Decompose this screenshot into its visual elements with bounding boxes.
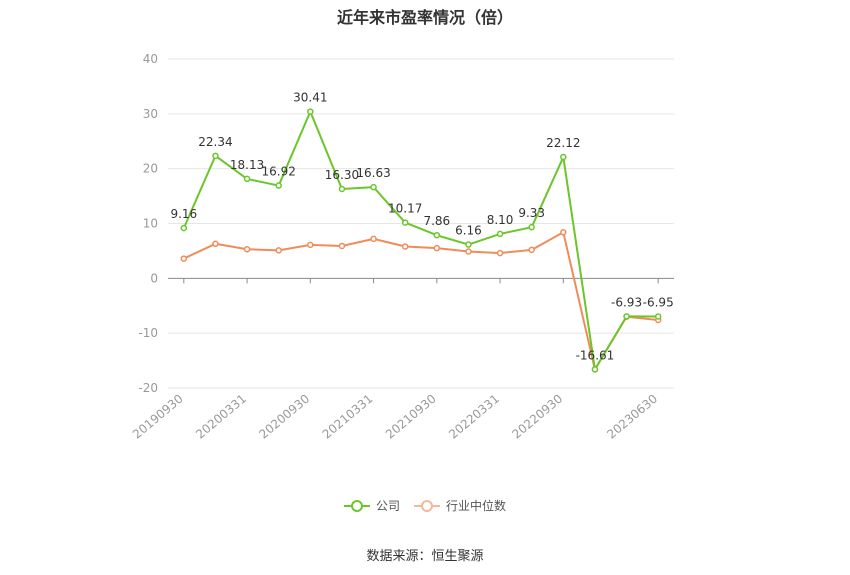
x-tick-label: 20210930 [383,392,439,442]
series-line-company [182,110,659,371]
data-point-company [496,230,504,238]
data-point-industry-median [212,240,219,248]
chart-legend: 公司 行业中位数 [0,497,850,514]
x-tick-label: 20210331 [320,392,376,442]
data-label-company: 30.41 [293,91,327,105]
y-tick-label: -20 [138,381,158,395]
data-point-company [307,108,314,115]
data-point-company [433,231,441,239]
data-point-industry-median [338,242,346,250]
data-point-company [212,152,219,160]
data-point-industry-median [370,235,377,243]
data-point-company [623,313,630,320]
data-label-company: -6.93 [611,295,642,309]
data-point-company [560,153,567,161]
data-point-company [401,219,409,226]
series-line-industry-median [183,231,659,371]
y-tick-label: 30 [143,107,158,121]
x-tick-label: 20200930 [256,392,312,442]
data-point-company [591,366,599,373]
data-point-industry-median [496,249,504,257]
legend-item-industry-median[interactable]: 行业中位数 [414,497,506,514]
y-tick-label: 20 [143,162,158,176]
legend-item-company[interactable]: 公司 [343,497,400,514]
data-label-company: 10.17 [388,202,422,216]
data-label-company: 6.16 [455,224,482,238]
x-tick-label: 20200331 [193,392,249,442]
data-point-industry-median [433,244,441,252]
data-label-company: -6.95 [643,295,674,309]
y-tick-label: 10 [143,217,158,231]
data-point-industry-median [528,246,535,254]
data-label-company: 22.12 [546,136,580,150]
data-point-industry-median [465,248,472,255]
y-tick-label: 40 [143,52,158,66]
data-label-company: 16.63 [356,166,390,180]
data-label-company: 8.10 [487,213,514,227]
data-point-company [338,185,346,193]
data-label-company: 9.33 [518,206,545,220]
data-point-industry-median [560,229,567,236]
data-source-note: 数据来源：恒生聚源 [366,549,484,564]
data-point-company [243,175,251,183]
data-point-company [654,313,662,320]
data-point-industry-median [243,246,251,253]
data-point-company [465,241,472,248]
legend-industry-label: 行业中位数 [446,499,507,513]
x-tick-label: 20190930 [130,392,186,442]
y-tick-label: -10 [138,326,158,340]
data-point-company [180,224,188,232]
data-label-company: -16.61 [576,348,615,362]
y-tick-label: 0 [150,271,158,285]
data-label-company: 16.30 [325,168,359,182]
chart-title: 近年来市盈率情况（倍） [336,8,513,27]
data-point-industry-median [275,247,282,254]
legend-industry-line-icon [414,499,440,513]
data-point-industry-median [307,241,314,249]
x-tick-label: 20230630 [604,392,660,442]
x-tick-label: 20220930 [509,392,565,442]
data-point-company [275,182,282,189]
data-point-company [370,183,377,191]
data-label-company: 18.13 [230,158,264,172]
data-label-company: 22.34 [198,135,232,149]
x-tick-label: 20220331 [446,392,502,442]
data-label-company: 7.86 [423,214,450,228]
data-point-industry-median [180,255,188,262]
legend-company-line-icon [343,499,370,513]
data-label-company: 9.16 [170,207,197,221]
legend-company-label: 公司 [375,499,400,513]
data-label-company: 16.92 [262,165,296,179]
data-point-industry-median [401,243,409,250]
data-point-company [528,223,535,231]
